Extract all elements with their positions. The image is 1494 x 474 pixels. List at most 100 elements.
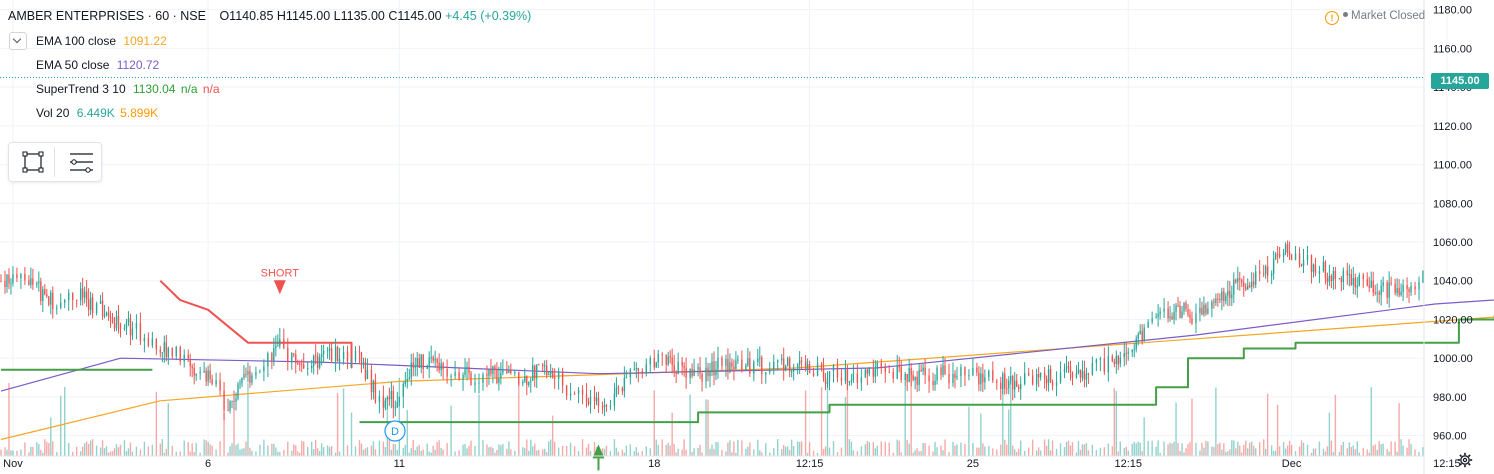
candle-body xyxy=(362,361,365,363)
volume-bar xyxy=(336,393,339,456)
candle-body xyxy=(99,300,102,304)
candle-body xyxy=(374,380,377,403)
x-tick-label: Nov xyxy=(3,458,23,470)
volume-bar xyxy=(1085,443,1088,456)
legend-volume[interactable]: Vol 20 6.449K 5.899K xyxy=(36,106,158,120)
candle-body xyxy=(147,337,150,346)
legend-ema100[interactable]: EMA 100 close 1091.22 xyxy=(36,34,167,48)
candle-body xyxy=(468,366,470,374)
lines-settings-icon[interactable] xyxy=(67,150,95,174)
candle-body xyxy=(547,373,550,375)
candle-body xyxy=(1006,388,1008,390)
symbol-title[interactable]: AMBER ENTERPRISES · 60 · NSE xyxy=(8,9,206,23)
volume-bar xyxy=(1020,440,1022,456)
candle-body xyxy=(1418,282,1420,290)
candle-body xyxy=(81,288,84,298)
candle-body xyxy=(406,378,408,382)
candle-body xyxy=(1023,373,1026,385)
volume-bar xyxy=(199,452,201,456)
volume-bar xyxy=(1157,440,1159,456)
legend-ema50[interactable]: EMA 50 close 1120.72 xyxy=(36,58,159,72)
volume-bar xyxy=(1107,443,1110,456)
volume-bar xyxy=(89,440,92,456)
candle-body xyxy=(988,370,990,378)
volume-bar xyxy=(980,413,982,456)
candle-body xyxy=(532,365,534,381)
volume-bar xyxy=(685,449,687,456)
candle-body xyxy=(390,390,393,400)
volume-bar xyxy=(715,442,717,456)
volume-bar xyxy=(914,450,916,456)
volume-bar xyxy=(1045,445,1048,456)
volume-bar xyxy=(8,382,10,456)
collapse-legend-button[interactable] xyxy=(9,32,27,50)
candle-body xyxy=(259,371,261,373)
volume-bar xyxy=(757,439,759,456)
candle-body xyxy=(1099,358,1102,360)
volume-bar xyxy=(1002,374,1004,456)
y-tick-label: 1000.00 xyxy=(1433,353,1473,365)
candle-body xyxy=(804,361,807,370)
volume-bar xyxy=(299,452,301,456)
volume-bar xyxy=(557,447,560,456)
candle-body xyxy=(808,363,811,374)
signal-annotations: SHORTLONGSHORTLONG xyxy=(261,267,605,471)
candle-body xyxy=(175,346,177,357)
volume-bar xyxy=(1402,445,1404,456)
volume-bar xyxy=(510,449,512,456)
candle-body xyxy=(109,317,112,319)
volume-bar xyxy=(245,441,247,456)
volume-bar xyxy=(601,448,604,456)
volume-bar xyxy=(10,450,12,456)
candle-body xyxy=(1398,288,1400,296)
candle-body xyxy=(1382,282,1384,286)
volume-bar xyxy=(707,399,709,456)
volume-bar xyxy=(56,452,58,456)
candle-body xyxy=(1195,313,1197,324)
market-status[interactable]: ! Market Closed xyxy=(1325,10,1425,25)
session-marker[interactable]: D xyxy=(384,420,406,442)
volume-bar xyxy=(781,449,783,456)
candle-body xyxy=(408,377,410,379)
volume-bar xyxy=(846,380,849,456)
volume-bar xyxy=(1141,451,1143,456)
candle-body xyxy=(783,358,785,371)
volume-bar xyxy=(1370,387,1372,456)
candle-body xyxy=(205,370,207,382)
volume-bar xyxy=(759,450,761,456)
legend-ema100-name: EMA 100 close xyxy=(36,34,117,48)
volume-bar xyxy=(1332,452,1335,456)
volume-bar xyxy=(322,447,325,456)
candle-body xyxy=(508,370,510,373)
candle-body xyxy=(960,367,962,377)
volume-bar xyxy=(788,449,791,456)
candle-body xyxy=(982,373,984,383)
candle-body xyxy=(1262,273,1265,275)
volume-bar xyxy=(436,442,438,456)
legend-supertrend[interactable]: SuperTrend 3 10 1130.04 n/a n/a xyxy=(36,82,220,96)
candle-body xyxy=(44,289,46,295)
volume-bar xyxy=(860,446,863,456)
candle-body xyxy=(900,366,902,380)
volume-bar xyxy=(524,448,526,456)
candle-body xyxy=(470,373,472,386)
volume-bar xyxy=(259,444,261,456)
volume-bar xyxy=(127,448,130,456)
candle-body xyxy=(346,352,349,362)
candle-body xyxy=(792,367,795,372)
volume-bar xyxy=(287,441,289,456)
candle-body xyxy=(1004,373,1006,389)
volume-bar xyxy=(906,439,908,456)
candle-body xyxy=(36,282,38,285)
candle-body xyxy=(60,302,62,308)
candle-body xyxy=(761,357,763,375)
rectangle-tool-icon[interactable] xyxy=(21,150,45,174)
symbol-header[interactable]: AMBER ENTERPRISES · 60 · NSE O1140.85 H1… xyxy=(8,9,531,23)
volume-bar xyxy=(1031,439,1034,456)
volume-bar xyxy=(534,443,536,456)
candle-body xyxy=(1342,270,1345,282)
candle-body xyxy=(699,367,701,374)
candle-body xyxy=(384,400,387,408)
gear-icon[interactable] xyxy=(1457,452,1473,468)
